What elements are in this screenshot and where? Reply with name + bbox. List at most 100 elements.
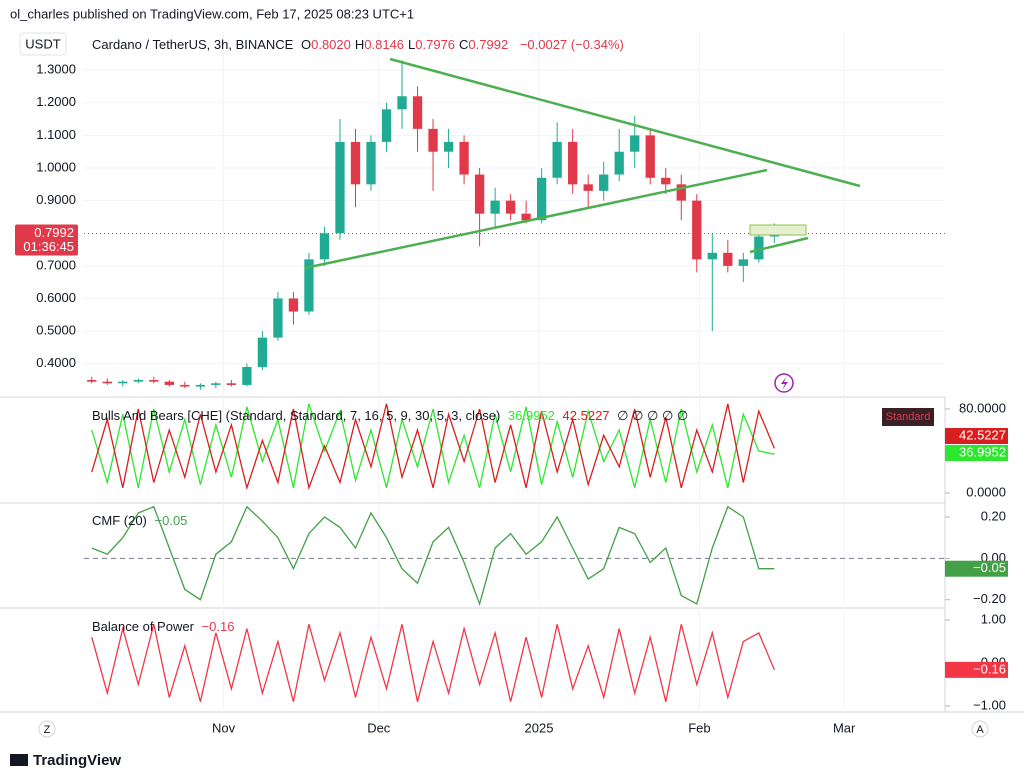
candle-body bbox=[614, 151, 624, 175]
ohlc-key: H bbox=[354, 37, 365, 52]
value-box bbox=[945, 428, 1008, 444]
indicator-title: Bulls And Bears [CHE] (Standard, Standar… bbox=[92, 408, 501, 423]
last-price-box bbox=[15, 224, 78, 256]
axis-button[interactable] bbox=[38, 720, 56, 738]
candle-body bbox=[474, 174, 485, 214]
y-tick-label: −1.00 bbox=[973, 697, 1006, 712]
candle-body bbox=[521, 213, 531, 221]
candle-body bbox=[412, 96, 423, 129]
y-tick-label: 0.7000 bbox=[36, 257, 76, 272]
candle-body bbox=[692, 200, 702, 260]
candle-body bbox=[599, 174, 609, 191]
value-box-label: 42.5227 bbox=[959, 427, 1006, 442]
y-tick-label: −0.20 bbox=[973, 591, 1006, 606]
candle-body bbox=[428, 128, 438, 152]
candle-body bbox=[505, 200, 516, 214]
legend-extra: ∅ ∅ ∅ ∅ ∅ bbox=[617, 408, 689, 423]
range-box bbox=[749, 224, 807, 236]
ohlc-value: 0.7976 bbox=[415, 37, 456, 52]
candle-body bbox=[661, 177, 671, 185]
y-tick-label: 1.0000 bbox=[36, 159, 76, 174]
last-price: 0.7992 bbox=[34, 225, 74, 240]
candle-body bbox=[149, 380, 159, 382]
y-tick-label: 0.6000 bbox=[36, 290, 76, 305]
legend-value: 36.9952 bbox=[507, 408, 555, 423]
trendline bbox=[304, 168, 768, 270]
axis-button[interactable] bbox=[971, 720, 989, 738]
candle-body bbox=[164, 381, 174, 385]
candle-body bbox=[552, 141, 562, 178]
candle-body bbox=[350, 141, 361, 185]
candle-body bbox=[195, 384, 206, 387]
change: −0.0027 (−0.34%) bbox=[519, 37, 624, 52]
indicator-legend: CMF (20) −0.05 bbox=[92, 513, 191, 528]
ohlc-value: 0.8146 bbox=[364, 37, 405, 52]
candle-body bbox=[242, 366, 252, 385]
axis-button-label: A bbox=[976, 724, 984, 736]
y-tick-label: 0.0000 bbox=[966, 484, 1006, 499]
x-tick-label: Nov bbox=[212, 720, 236, 735]
x-tick-label: 2025 bbox=[525, 720, 554, 735]
indicator-line bbox=[91, 403, 775, 488]
legend-value: −0.16 bbox=[201, 619, 235, 634]
candle-body bbox=[707, 252, 717, 260]
candle-body bbox=[723, 252, 733, 266]
value-box bbox=[945, 661, 1008, 678]
ohlc-key: C bbox=[459, 37, 469, 52]
event-icon[interactable] bbox=[774, 373, 794, 393]
candle-body bbox=[133, 380, 143, 382]
plot-layer: Nov Dec 2025 Feb Mar 0.4000 0.5000 0.6000 0.7000… bbox=[36, 32, 1006, 735]
ohlc-value: 0.8020 bbox=[311, 37, 351, 52]
candle-body bbox=[397, 96, 407, 110]
trendline bbox=[389, 57, 861, 188]
y-tick-label: 80.0000 bbox=[959, 400, 1006, 415]
candle-body bbox=[273, 298, 283, 338]
candle-body bbox=[630, 135, 640, 152]
indicator-line bbox=[91, 505, 775, 607]
badge: Standard bbox=[886, 411, 931, 423]
candle-body bbox=[381, 109, 392, 142]
ohlc-key: O bbox=[300, 37, 312, 52]
symbol-title: Cardano / TetherUS, 3h, BINANCE bbox=[92, 37, 294, 52]
ohlc-key: L bbox=[408, 37, 416, 52]
x-tick-label: Feb bbox=[688, 720, 710, 735]
badge-box bbox=[882, 408, 934, 426]
candle-body bbox=[459, 141, 469, 175]
currency-box[interactable] bbox=[19, 32, 67, 56]
candle-body bbox=[304, 259, 314, 312]
candle-body bbox=[536, 177, 547, 221]
candle-body bbox=[335, 141, 345, 234]
candle-body bbox=[87, 380, 97, 382]
candle-body bbox=[102, 381, 112, 384]
ohlc-value: 0.7992 bbox=[468, 37, 509, 52]
y-tick-label: 0.5000 bbox=[36, 323, 76, 338]
y-tick-label: 0.20 bbox=[981, 508, 1006, 523]
axis-button-label: Z bbox=[44, 724, 51, 736]
x-tick-label: Mar bbox=[833, 720, 856, 735]
price-legend: Cardano / TetherUS, 3h, BINANCE O0.8020 H… bbox=[92, 37, 628, 52]
y-tick-label: 1.3000 bbox=[36, 62, 76, 77]
indicator-title: CMF (20) bbox=[92, 513, 147, 528]
candle-body bbox=[676, 184, 686, 201]
ohlc: O0.8020 H0.8146 L0.7976 C0.7992 bbox=[301, 37, 512, 52]
candle-body bbox=[257, 337, 268, 367]
candle-body bbox=[490, 200, 500, 214]
legend-value: 42.5227 bbox=[562, 408, 610, 423]
y-tick-label: 0.9000 bbox=[36, 192, 76, 207]
event-icon-bolt bbox=[781, 377, 788, 390]
candle-body bbox=[211, 383, 221, 385]
candle-body bbox=[319, 233, 330, 260]
value-box-label: −0.05 bbox=[973, 560, 1006, 575]
currency: USDT bbox=[25, 36, 60, 51]
y-tick-label: 1.2000 bbox=[36, 94, 76, 109]
value-box bbox=[945, 560, 1008, 577]
value-box bbox=[945, 445, 1008, 461]
countdown: 01:36:45 bbox=[23, 239, 74, 254]
candle-body bbox=[443, 141, 454, 152]
candle-body bbox=[118, 381, 128, 384]
indicator-legend: Bulls And Bears [CHE] (Standard, Standar… bbox=[92, 408, 692, 424]
indicator-line bbox=[91, 403, 775, 491]
candle-body bbox=[288, 298, 299, 312]
